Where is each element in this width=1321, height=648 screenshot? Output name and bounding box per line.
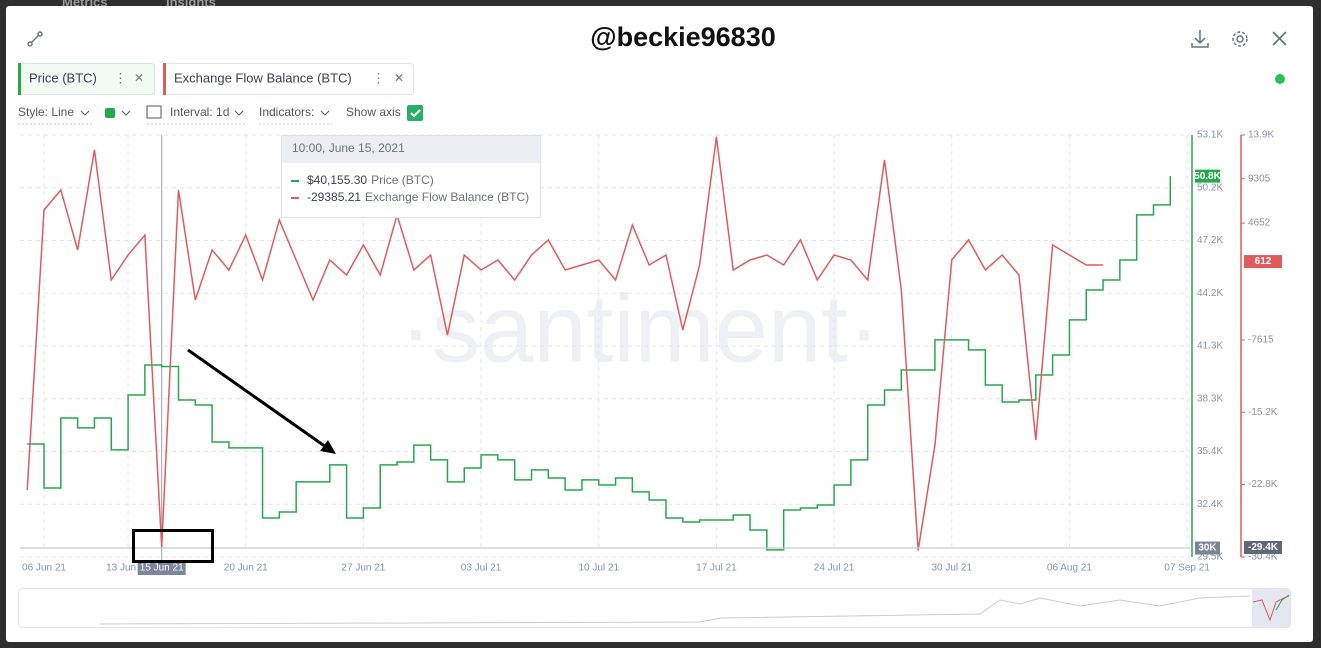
show-axis-label: Show axis: [346, 105, 401, 119]
x-tick-label: 24 Jul 21: [814, 563, 855, 574]
axis-badge-label: 30K: [1198, 543, 1217, 554]
crosshair-date-bg: [137, 562, 186, 575]
tooltip-header: [282, 136, 540, 163]
axis-badge: [1195, 169, 1220, 183]
y-tick-label: 38.3K: [1197, 393, 1223, 404]
watermark: ·santiment·: [400, 275, 880, 382]
y2-tick-label: -15.2K: [1248, 407, 1278, 418]
y2-tick-label: -30.4K: [1248, 552, 1278, 563]
svg-text:✕: ✕: [134, 71, 144, 85]
y-tick-label: 41.3K: [1197, 341, 1223, 352]
plot: ·santiment· 29.5K 32.4K 35.4K 38.3K 41.3K 44.2…: [20, 130, 1278, 575]
style-select[interactable]: Style: Line: [18, 105, 74, 119]
tooltip-item: $40,155.30 Price (BTC): [307, 173, 434, 187]
y-tick-label: 35.4K: [1197, 446, 1223, 457]
svg-text:⋮: ⋮: [114, 70, 127, 85]
x-tick-label: 10 Jul 21: [578, 563, 619, 574]
tooltip-series-name: Price (BTC): [371, 173, 434, 187]
download-icon[interactable]: [1191, 30, 1209, 48]
metric-tab-label: Exchange Flow Balance (BTC): [174, 70, 352, 85]
x-tick-label: 03 Jul 21: [461, 563, 502, 574]
color-picker[interactable]: [105, 108, 115, 118]
x-tick-label: 06 Aug 21: [1047, 563, 1092, 574]
axis-badge-label: 50.8K: [1194, 171, 1221, 182]
y-tick-label: 53.1K: [1197, 130, 1223, 141]
y2-tick-label: 13.9K: [1248, 130, 1274, 141]
series-line: [26, 136, 1104, 551]
tooltip-item: -29385.21 Exchange Flow Balance (BTC): [307, 190, 529, 204]
tooltip-value: $40,155.30: [307, 173, 367, 187]
settings-icon[interactable]: [1232, 31, 1248, 47]
toolbar: Style: Line Interval: 1d Indicators: Sho…: [18, 105, 423, 125]
interval-icon: [146, 105, 162, 119]
x-tick-label: 07 Sep 21: [1164, 563, 1210, 574]
x-tick-label: 06 Jun 21: [22, 563, 66, 574]
close-icon[interactable]: [1272, 31, 1287, 46]
navigator[interactable]: [18, 588, 1291, 628]
metric-tab-label: Price (BTC): [29, 70, 97, 85]
axis-badge: [1244, 255, 1282, 269]
indicators-select[interactable]: Indicators:: [259, 105, 314, 119]
y-tick-label: 47.2K: [1197, 235, 1223, 246]
tooltip: 10:00, June 15, 2021 $40,155.30 Price (BTC…: [281, 135, 541, 218]
interval-select[interactable]: Interval: 1d: [170, 105, 229, 119]
tooltip-title: 10:00, June 15, 2021: [292, 141, 405, 155]
axis-badge-label: 612: [1255, 256, 1272, 267]
nav-tab[interactable]: Insights: [166, 0, 216, 9]
nav-tab[interactable]: Metrics: [62, 0, 108, 9]
title: @beckie96830: [590, 22, 775, 52]
x-tick-label: 15 Jun 21: [140, 563, 184, 574]
y-tick-label: 44.2K: [1197, 288, 1223, 299]
svg-text:✕: ✕: [394, 71, 404, 85]
y2-tick-label: -7615: [1248, 335, 1274, 346]
y-tick-label: 50.2K: [1197, 182, 1223, 193]
share-icon[interactable]: [27, 31, 43, 47]
status-dot: [1275, 74, 1285, 84]
x-tick-label: 27 Jun 21: [341, 563, 385, 574]
x-tick-label: 17 Jul 21: [696, 563, 737, 574]
metric-tab[interactable]: Price (BTC) ⋮ ✕: [18, 63, 155, 95]
y-tick-label: 32.4K: [1197, 499, 1223, 510]
y2-tick-label: 9305: [1248, 173, 1271, 184]
y2-tick-label: -22.8K: [1248, 479, 1278, 490]
svg-text:⋮: ⋮: [372, 70, 385, 85]
metric-tab[interactable]: Exchange Flow Balance (BTC) ⋮ ✕: [163, 63, 414, 95]
x-tick-label: 30 Jul 21: [931, 563, 972, 574]
show-axis-checkbox[interactable]: [407, 105, 423, 121]
annotation: [132, 348, 336, 563]
tooltip-value: -29385.21: [307, 190, 361, 204]
y2-tick-label: 4652: [1248, 218, 1271, 229]
tooltip-series-name: Exchange Flow Balance (BTC): [365, 190, 529, 204]
y-tick-label: 29.5K: [1197, 552, 1223, 563]
axis-badge: [1195, 541, 1220, 555]
axis-badge-label: -29.4K: [1248, 542, 1279, 553]
x-tick-label: 13 Jun 21: [106, 563, 150, 574]
x-tick-label: 20 Jun 21: [224, 563, 268, 574]
series-line: [27, 176, 1172, 551]
axis-badge: [1244, 540, 1282, 554]
